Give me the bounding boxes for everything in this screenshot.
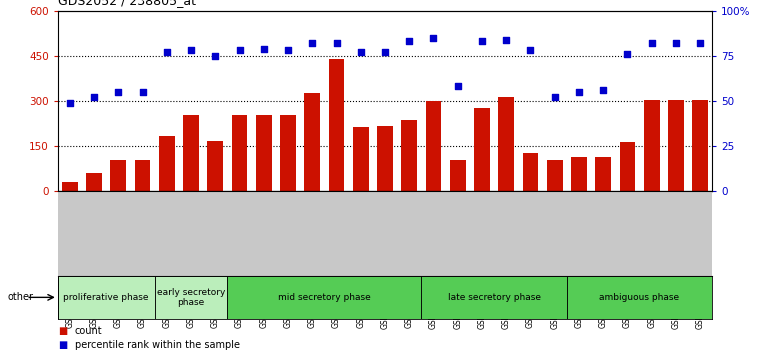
Bar [110, 160, 126, 191]
Point [670, 40, 682, 46]
Text: other: other [8, 292, 34, 302]
Point [355, 49, 367, 55]
Point [112, 89, 125, 95]
Point [597, 87, 609, 93]
Point [88, 95, 100, 100]
Bar [227, 276, 421, 319]
Point [694, 40, 706, 46]
Text: count: count [75, 326, 102, 336]
Text: percentile rank within the sample: percentile rank within the sample [75, 341, 239, 350]
Bar [377, 126, 393, 191]
Bar [571, 157, 587, 191]
Bar [401, 120, 417, 191]
Bar [498, 97, 514, 191]
Point [185, 47, 197, 53]
Text: late secretory phase: late secretory phase [447, 293, 541, 302]
Point [524, 47, 537, 53]
Bar [450, 160, 466, 191]
Bar [547, 160, 563, 191]
Point [451, 84, 464, 89]
Point [621, 51, 634, 57]
Bar [207, 141, 223, 191]
Bar [135, 160, 150, 191]
Point [64, 100, 76, 105]
Point [161, 49, 173, 55]
Point [379, 49, 391, 55]
Bar [474, 108, 490, 191]
Bar [86, 173, 102, 191]
Point [233, 47, 246, 53]
Point [476, 39, 488, 44]
Text: ■: ■ [58, 341, 67, 350]
Bar [692, 100, 708, 191]
Bar [567, 276, 712, 319]
Bar [183, 115, 199, 191]
Point [403, 39, 415, 44]
Bar [256, 115, 272, 191]
Bar [155, 276, 227, 319]
Bar [159, 136, 175, 191]
Text: ■: ■ [58, 326, 67, 336]
Bar [329, 59, 344, 191]
Point [548, 95, 561, 100]
Bar [668, 100, 684, 191]
Bar [523, 153, 538, 191]
Text: proliferative phase: proliferative phase [63, 293, 149, 302]
Point [645, 40, 658, 46]
Bar [304, 93, 320, 191]
Bar [421, 276, 567, 319]
Point [209, 53, 222, 58]
Point [282, 47, 294, 53]
Bar [280, 115, 296, 191]
Bar [426, 102, 441, 191]
Bar [58, 276, 155, 319]
Bar [644, 100, 660, 191]
Text: ambiguous phase: ambiguous phase [600, 293, 680, 302]
Bar [353, 127, 369, 191]
Bar [595, 157, 611, 191]
Point [500, 37, 512, 42]
Bar [620, 142, 635, 191]
Point [136, 89, 149, 95]
Point [330, 40, 343, 46]
Point [306, 40, 319, 46]
Point [258, 46, 270, 51]
Bar [232, 115, 247, 191]
Point [573, 89, 585, 95]
Text: mid secretory phase: mid secretory phase [278, 293, 371, 302]
Bar [62, 182, 78, 191]
Point [427, 35, 440, 41]
Text: early secretory
phase: early secretory phase [157, 288, 226, 307]
Text: GDS2052 / 238805_at: GDS2052 / 238805_at [58, 0, 196, 7]
